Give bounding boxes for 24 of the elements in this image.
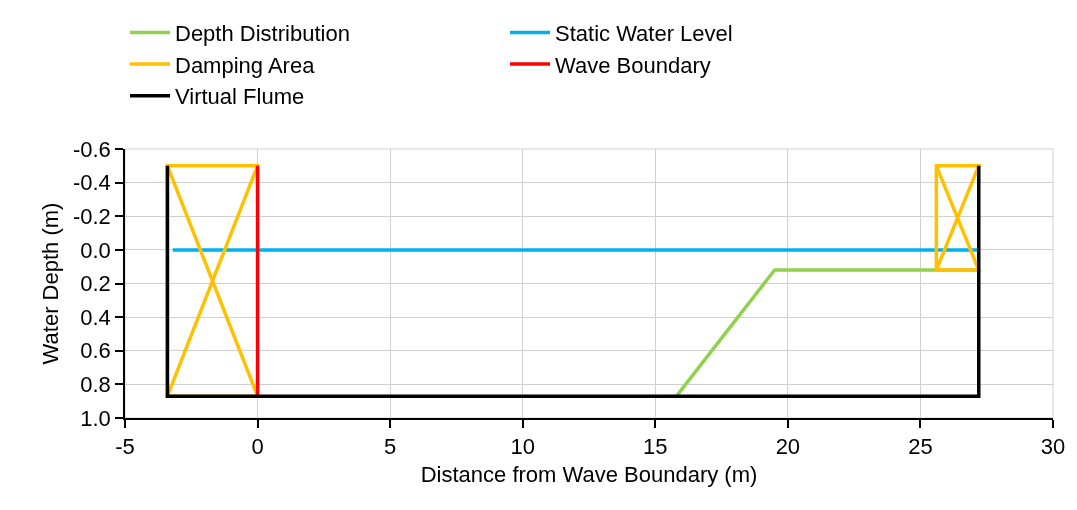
y-tick-label: 0.0: [80, 237, 111, 263]
x-tick-label: 15: [643, 434, 668, 460]
y-tick-label: 0.8: [80, 372, 111, 398]
y-tick-label: 1.0: [80, 405, 111, 431]
legend-label: Depth Distribution: [175, 21, 350, 47]
x-tick-label: -5: [115, 434, 135, 460]
x-tick-label: 30: [1040, 434, 1066, 460]
y-tick-label: -0.2: [72, 203, 111, 229]
x-tick-label: 5: [384, 434, 397, 460]
y-tick-label: -0.4: [72, 170, 111, 196]
x-tick-label: 10: [510, 434, 535, 460]
x-tick-label: 25: [908, 434, 933, 460]
legend-label: Virtual Flume: [175, 84, 305, 110]
legend-label: Damping Area: [175, 52, 316, 78]
legend-label: Static Water Level: [555, 21, 733, 47]
x-axis-title: Distance from Wave Boundary (m): [420, 461, 758, 487]
y-tick-label: -0.6: [72, 136, 111, 162]
y-tick-label: 0.4: [80, 304, 111, 330]
y-tick-label: 0.2: [80, 271, 111, 297]
y-tick-label: 0.6: [80, 338, 111, 364]
legend-label: Wave Boundary: [555, 52, 711, 78]
x-tick-label: 20: [775, 434, 801, 460]
x-tick-label: 0: [251, 434, 264, 460]
y-axis-title: Water Depth (m): [38, 202, 64, 365]
